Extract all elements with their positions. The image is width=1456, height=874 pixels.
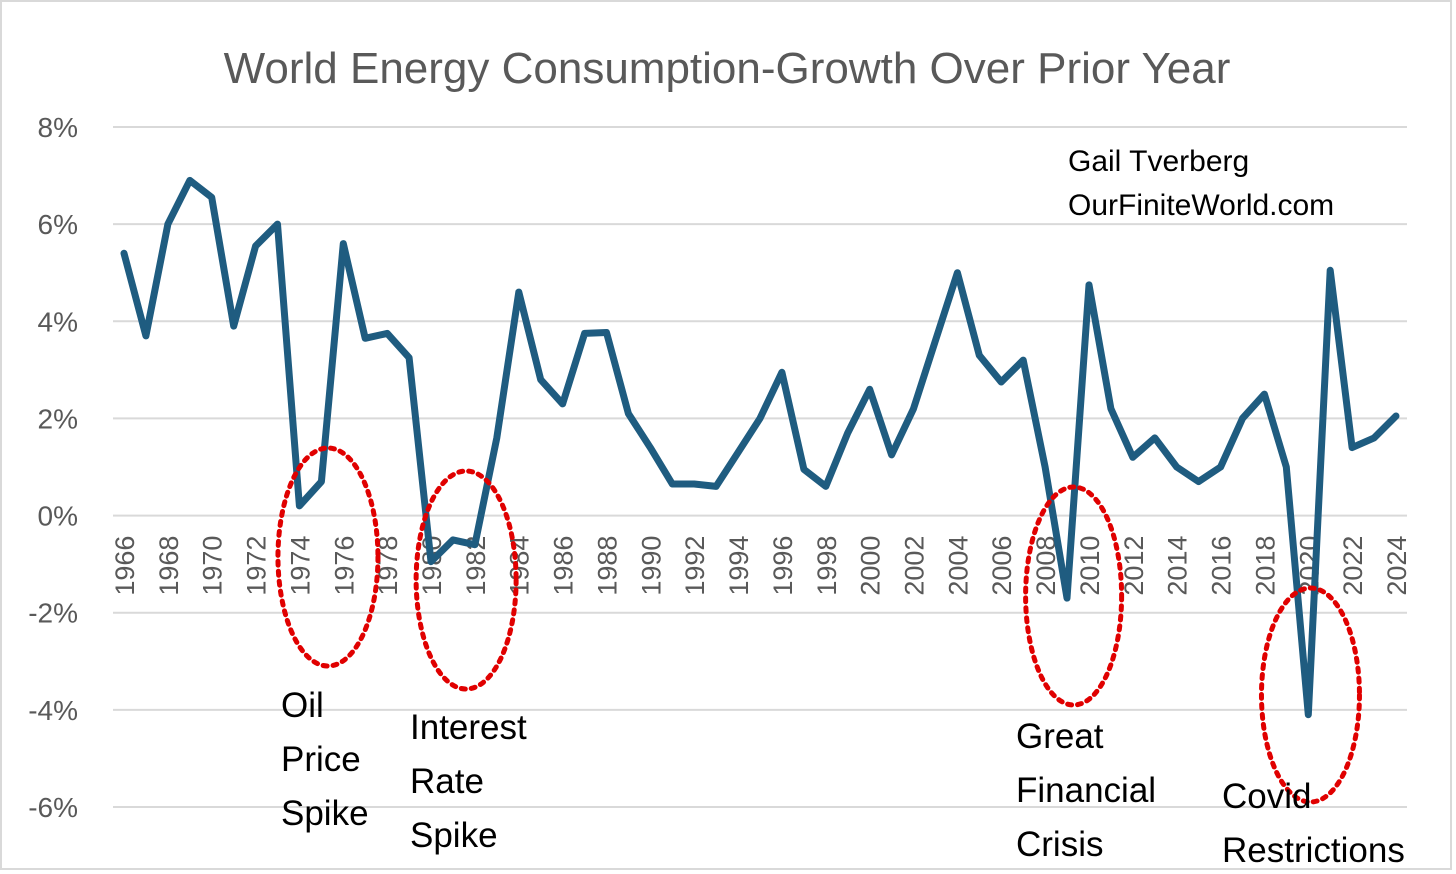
x-tick-label: 2022 [1338, 536, 1368, 596]
y-tick-label: -4% [28, 695, 78, 726]
annotation-ellipses [275, 445, 1362, 805]
x-tick-label: 1968 [154, 536, 184, 596]
credit-website: OurFiniteWorld.com [1068, 189, 1334, 222]
x-tick-label: 2016 [1207, 536, 1237, 596]
annotation-interest-rate-spike: Interest Rate Spike [410, 708, 527, 855]
annotation-interest-line-2: Rate [410, 762, 484, 801]
series-line [120, 176, 1400, 719]
annotation-covid-line-2: Restrictions [1222, 831, 1405, 870]
annotation-oil-line-2: Price [281, 740, 361, 779]
y-tick-label: 4% [38, 306, 78, 337]
annotation-interest-line-3: Spike [410, 816, 498, 855]
chart-title: World Energy Consumption-Growth Over Pri… [224, 44, 1231, 93]
x-tick-label: 1984 [505, 536, 535, 596]
series-line-layer [120, 176, 1400, 719]
x-tick-label: 2010 [1075, 536, 1105, 596]
y-tick-label: 8% [38, 112, 78, 143]
ellipse-great-financial-crisis [1023, 484, 1125, 708]
x-tick-label: 1972 [242, 536, 272, 596]
credit-author: Gail Tverberg [1068, 145, 1249, 178]
y-tick-label: 0% [38, 501, 78, 532]
ellipse-oil-price-spike [275, 445, 381, 669]
annotation-oil-line-3: Spike [281, 794, 369, 833]
x-tick-label: 1986 [549, 536, 579, 596]
ellipse-interest-rate-spike [413, 468, 519, 692]
annotation-interest-line-1: Interest [410, 708, 527, 747]
x-tick-label: 1994 [724, 536, 754, 596]
x-tick-label: 1970 [198, 536, 228, 596]
annotation-great-financial-crisis: Great Financial Crisis [1016, 717, 1156, 864]
y-tick-label: 2% [38, 403, 78, 434]
x-tick-label: 1976 [329, 536, 359, 596]
x-tick-label: 2014 [1163, 536, 1193, 596]
annotation-oil-price-spike: Oil Price Spike [281, 686, 369, 833]
x-tick-label: 1990 [636, 536, 666, 596]
x-tick-label: 1966 [110, 536, 140, 596]
x-axis-ticks: 1966 1968 1970 1972 1974 1976 1978 1980 1982 1984… [110, 536, 1412, 596]
x-tick-label: 2024 [1382, 536, 1412, 596]
x-tick-label: 1998 [812, 536, 842, 596]
credit-block: Gail Tverberg OurFiniteWorld.com [1068, 145, 1334, 222]
annotation-covid-restrictions: Covid Restrictions [1222, 777, 1405, 870]
x-tick-label: 2018 [1250, 536, 1280, 596]
x-tick-label: 2000 [856, 536, 886, 596]
annotation-oil-line-1: Oil [281, 686, 324, 725]
annotation-gfc-line-2: Financial [1016, 771, 1156, 810]
x-tick-label: 2004 [943, 536, 973, 596]
x-tick-label: 1996 [768, 536, 798, 596]
x-tick-label: 2002 [900, 536, 930, 596]
x-tick-label: 1988 [592, 536, 622, 596]
y-tick-label: -2% [28, 598, 78, 629]
x-tick-label: 1974 [285, 536, 315, 596]
y-tick-label: 6% [38, 209, 78, 240]
ellipse-covid-restrictions [1258, 585, 1362, 805]
annotation-covid-line-1: Covid [1222, 777, 1311, 816]
x-tick-label: 2006 [987, 536, 1017, 596]
annotation-gfc-line-3: Crisis [1016, 825, 1103, 864]
y-axis-ticks: 8% 6% 4% 2% 0% -2% -4% -6% [28, 112, 78, 823]
y-tick-label: -6% [28, 792, 78, 823]
annotation-gfc-line-1: Great [1016, 717, 1104, 756]
x-tick-label: 1992 [680, 536, 710, 596]
